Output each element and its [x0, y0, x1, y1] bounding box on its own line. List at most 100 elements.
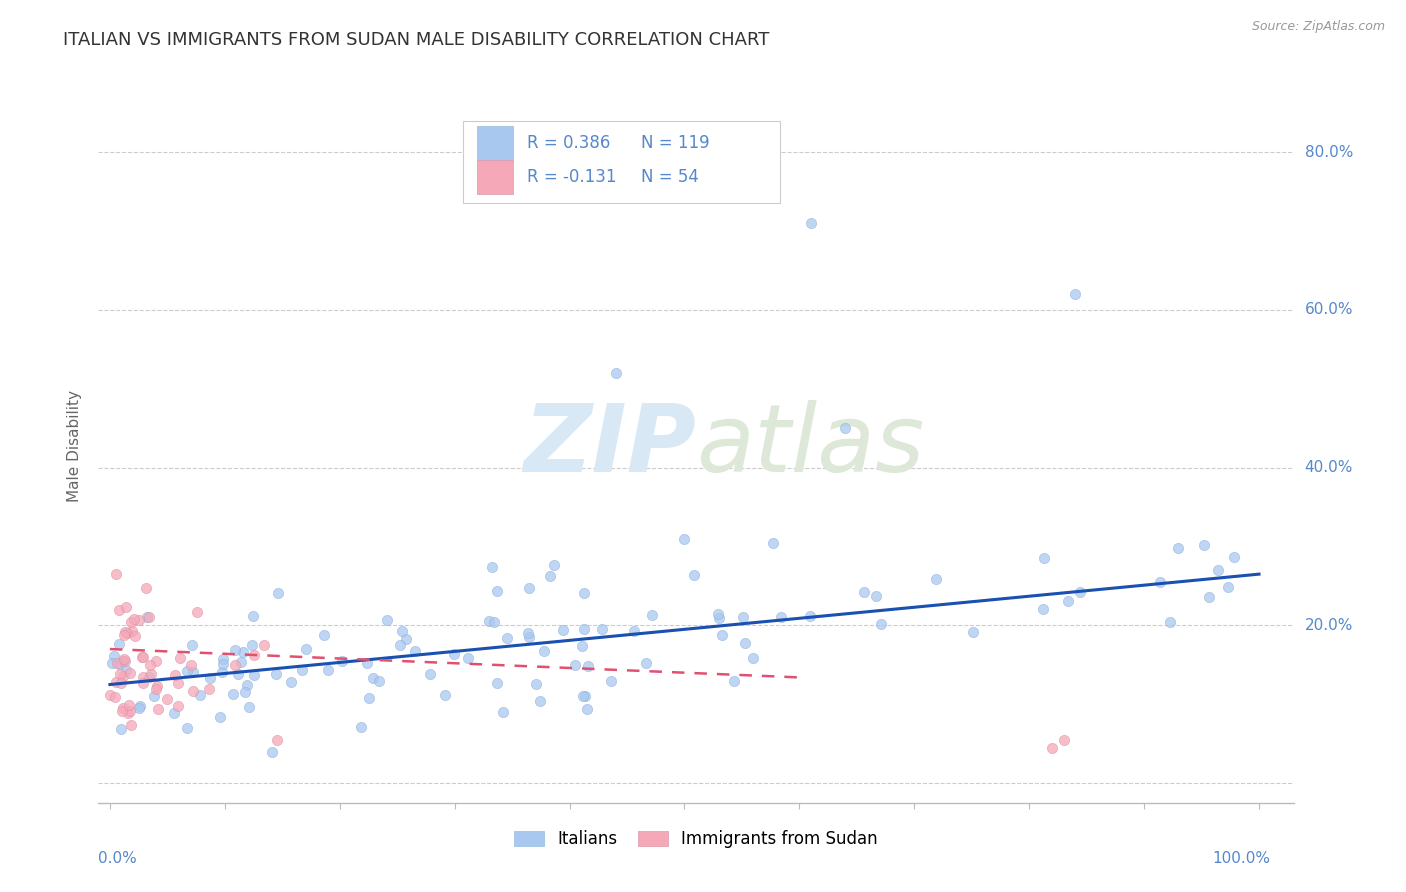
- Point: [800, 216, 823, 230]
- Point: [266, 732, 288, 747]
- Point: [131, 675, 153, 690]
- Point: [389, 638, 412, 652]
- Text: ZIP: ZIP: [523, 400, 696, 492]
- FancyBboxPatch shape: [463, 121, 780, 203]
- Point: [865, 590, 887, 604]
- Point: [232, 645, 254, 659]
- Point: [180, 638, 202, 652]
- Point: [108, 602, 131, 616]
- Point: [852, 585, 875, 599]
- Point: [623, 624, 645, 639]
- Point: [707, 607, 730, 621]
- Point: [600, 674, 623, 689]
- Point: [485, 583, 508, 598]
- Point: [128, 699, 150, 714]
- Point: [209, 709, 232, 723]
- Point: [117, 706, 139, 720]
- Point: [769, 610, 792, 624]
- Point: [405, 643, 427, 657]
- Point: [146, 679, 169, 693]
- Point: [231, 655, 253, 669]
- Point: [104, 690, 127, 704]
- Point: [1167, 541, 1189, 555]
- Point: [641, 607, 664, 622]
- Point: [1040, 740, 1063, 755]
- Point: [356, 656, 378, 670]
- FancyBboxPatch shape: [477, 160, 513, 194]
- Point: [139, 666, 162, 681]
- Point: [124, 629, 146, 643]
- Point: [280, 674, 302, 689]
- Point: [496, 631, 519, 645]
- Point: [1064, 287, 1087, 301]
- Point: [135, 581, 157, 595]
- Point: [104, 674, 127, 689]
- Point: [242, 609, 264, 624]
- Point: [731, 610, 754, 624]
- Point: [138, 670, 160, 684]
- Point: [200, 671, 222, 685]
- Point: [224, 643, 246, 657]
- Point: [224, 657, 246, 672]
- Point: [291, 663, 314, 677]
- Text: 40.0%: 40.0%: [1305, 460, 1353, 475]
- Point: [120, 717, 142, 731]
- Point: [576, 702, 599, 716]
- Point: [517, 581, 540, 595]
- Text: atlas: atlas: [696, 401, 924, 491]
- Point: [212, 657, 235, 671]
- Point: [1206, 564, 1229, 578]
- Point: [482, 615, 505, 629]
- Point: [524, 676, 547, 690]
- Point: [108, 657, 131, 672]
- Point: [1192, 538, 1215, 552]
- Point: [349, 720, 371, 734]
- Point: [98, 688, 121, 702]
- Point: [238, 699, 260, 714]
- Point: [962, 624, 984, 639]
- Point: [115, 663, 138, 677]
- Point: [295, 642, 318, 657]
- Point: [136, 610, 159, 624]
- Point: [132, 650, 155, 665]
- Point: [538, 569, 561, 583]
- Point: [312, 628, 335, 642]
- Point: [711, 627, 734, 641]
- Point: [124, 612, 146, 626]
- Point: [211, 665, 233, 679]
- Point: [145, 654, 167, 668]
- Point: [183, 684, 205, 698]
- Point: [110, 675, 132, 690]
- Point: [564, 658, 586, 673]
- Point: [107, 637, 129, 651]
- Point: [591, 623, 613, 637]
- Point: [1216, 580, 1239, 594]
- Point: [533, 644, 555, 658]
- Point: [138, 610, 160, 624]
- Point: [145, 682, 167, 697]
- Point: [131, 650, 153, 665]
- Point: [222, 687, 245, 701]
- Point: [1057, 594, 1080, 608]
- Point: [190, 688, 212, 702]
- Point: [486, 676, 509, 690]
- Point: [236, 678, 259, 692]
- Text: 20.0%: 20.0%: [1305, 618, 1353, 633]
- Point: [111, 655, 134, 669]
- Point: [419, 667, 441, 681]
- Point: [128, 613, 150, 627]
- Point: [709, 611, 731, 625]
- Text: N = 54: N = 54: [641, 168, 699, 186]
- Point: [132, 670, 155, 684]
- Point: [233, 685, 256, 699]
- Point: [1069, 585, 1091, 599]
- Point: [391, 624, 413, 638]
- Point: [112, 652, 135, 666]
- Point: [723, 673, 745, 688]
- Point: [571, 639, 593, 653]
- Point: [834, 421, 856, 435]
- Point: [481, 559, 503, 574]
- Point: [242, 668, 264, 682]
- Point: [332, 654, 354, 668]
- Point: [260, 745, 283, 759]
